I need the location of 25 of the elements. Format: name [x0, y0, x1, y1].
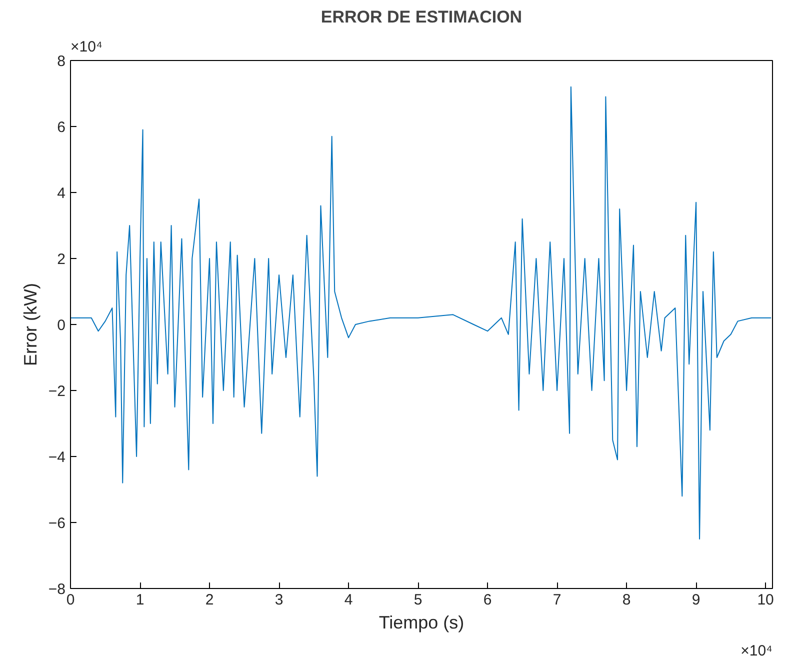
y-axis-title: Error (kW): [20, 283, 40, 366]
y-tick-label: 0: [57, 317, 66, 334]
x-tick-label: 2: [205, 592, 214, 608]
chart-title: ERROR DE ESTIMACION: [320, 8, 522, 26]
x-tick-label: 4: [344, 592, 353, 608]
y-tick-label: −6: [48, 515, 66, 532]
y-tick-label: 6: [57, 119, 66, 136]
y-tick-label: −8: [48, 581, 66, 598]
y-tick-label: 4: [57, 185, 66, 202]
text: ×10⁴: [70, 38, 102, 56]
x-tick-label: 3: [274, 592, 284, 608]
x-tick-label: 5: [414, 592, 422, 608]
y-tick-label: 8: [57, 53, 66, 70]
x-tick-label: 1: [136, 592, 144, 608]
x-tick-label: 8: [622, 592, 631, 608]
y-tick-label: −2: [48, 383, 66, 400]
text: ×10⁴: [740, 642, 772, 660]
x-tick-label: 9: [692, 592, 700, 608]
x-tick-label: 10: [757, 592, 774, 608]
x-tick-label: 7: [552, 592, 562, 608]
x-axis-title: Tiempo (s): [378, 612, 464, 632]
x-tick-label: 6: [483, 592, 492, 608]
y-tick-label: −4: [48, 449, 66, 466]
y-tick-label: 2: [57, 251, 66, 268]
line-series: [70, 86, 772, 540]
